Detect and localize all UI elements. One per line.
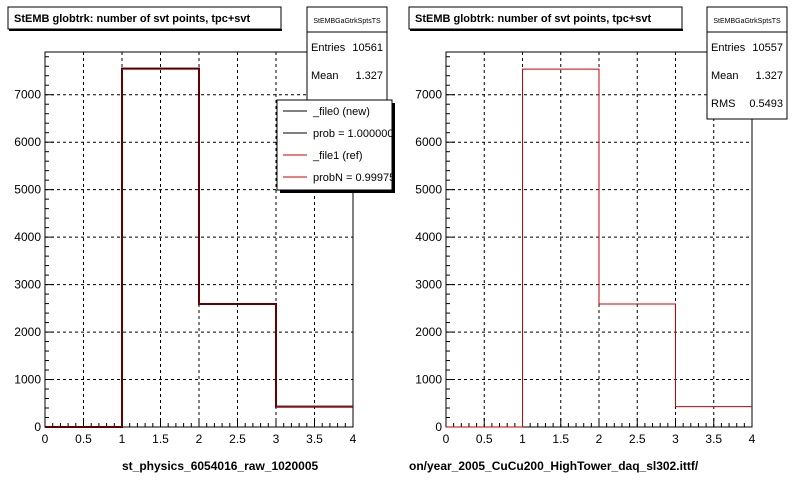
legend-box (276, 99, 393, 191)
chart-panel-1: 0 0.5 1 1.5 2 2.5 3 3.5 4 0 1000 2000 3000 4000 5000 60… (7, 6, 401, 473)
y-tick-label: 0 (34, 420, 41, 434)
x-tick-label: 3 (273, 432, 280, 446)
histogram-series-1 (446, 68, 752, 428)
x-tick-label: 2.5 (229, 432, 246, 446)
stats-label: Mean (711, 70, 739, 82)
legend-entries: _file0 (new) prob = 1.000000 _file1 (ref) p… (283, 106, 401, 184)
x-tick-label: 4 (350, 432, 357, 446)
stats-value: 1.327 (755, 70, 783, 82)
stats-title: StEMBGaGtrkSptsTS (313, 18, 381, 25)
x-tick-label: 3 (672, 432, 679, 446)
x-tick-label: 4 (749, 432, 756, 446)
x-tick-label: 3.5 (705, 432, 722, 446)
stats-label: RMS (711, 98, 735, 110)
x-axis-label: st_physics_6054016_raw_1020005 (122, 459, 318, 473)
y-tick-label: 1000 (14, 373, 41, 387)
y-tick-label: 5000 (415, 183, 442, 197)
y-tick-label: 1000 (415, 373, 442, 387)
stats-label: Entries (711, 42, 746, 54)
x-tick-label: 0.5 (476, 432, 493, 446)
legend-entry-label: _file0 (new) (312, 106, 370, 118)
x-tick-label: 0.5 (75, 432, 92, 446)
y-tick-label: 4000 (415, 230, 442, 244)
x-tick-label: 1.5 (152, 432, 169, 446)
legend-entry-label: _file1 (ref) (312, 150, 363, 162)
x-tick-label: 1 (119, 432, 126, 446)
chart-panel-2: 0 0.5 1 1.5 2 2.5 3 3.5 4 0 1000 2000 3000 4000 5000 60… (408, 6, 788, 473)
y-tick-label: 4000 (14, 230, 41, 244)
x-tick-label: 2.5 (629, 432, 646, 446)
stats-value: 10561 (352, 42, 383, 54)
y-tick-label: 7000 (14, 88, 41, 102)
stats-label: Entries (311, 42, 346, 54)
y-tick-label: 2000 (415, 325, 442, 339)
stats-label: Mean (311, 70, 339, 82)
legend: _file0 (new) prob = 1.000000 _file1 (ref) p… (276, 99, 401, 193)
stats-box (706, 6, 788, 120)
stats-title: StEMBGaGtrkSptsTS (713, 18, 781, 25)
y-tick-label: 3000 (14, 278, 41, 292)
stats-box (306, 6, 388, 108)
x-tick-label: 2 (196, 432, 203, 446)
stats-value: 0.5493 (749, 98, 783, 110)
y-tick-label: 3000 (415, 278, 442, 292)
y-tick-label: 5000 (14, 183, 41, 197)
legend-entry-label: prob = 1.000000 (313, 128, 393, 140)
x-tick-label: 1.5 (552, 432, 569, 446)
y-tick-label: 6000 (14, 135, 41, 149)
legend-entry-label: probN = 0.999752 (313, 172, 401, 184)
y-tick-label: 0 (435, 420, 442, 434)
x-axis-label: on/year_2005_CuCu200_HighTower_daq_sl302… (409, 459, 699, 473)
stats-value: 10557 (752, 42, 783, 54)
y-tick-label: 6000 (415, 135, 442, 149)
y-tick-label: 7000 (415, 88, 442, 102)
x-tick-label: 0 (42, 432, 49, 446)
histogram-series-2 (45, 68, 353, 428)
x-tick-label: 3.5 (306, 432, 323, 446)
x-tick-label: 0 (443, 432, 450, 446)
chart-title: StEMB globtrk: number of svt points, tpc… (415, 13, 652, 25)
x-tick-label: 1 (519, 432, 526, 446)
stats-value: 1.327 (355, 70, 383, 82)
x-tick-label: 2 (596, 432, 603, 446)
chart-title: StEMB globtrk: number of svt points, tpc… (14, 13, 251, 25)
y-tick-label: 2000 (14, 325, 41, 339)
